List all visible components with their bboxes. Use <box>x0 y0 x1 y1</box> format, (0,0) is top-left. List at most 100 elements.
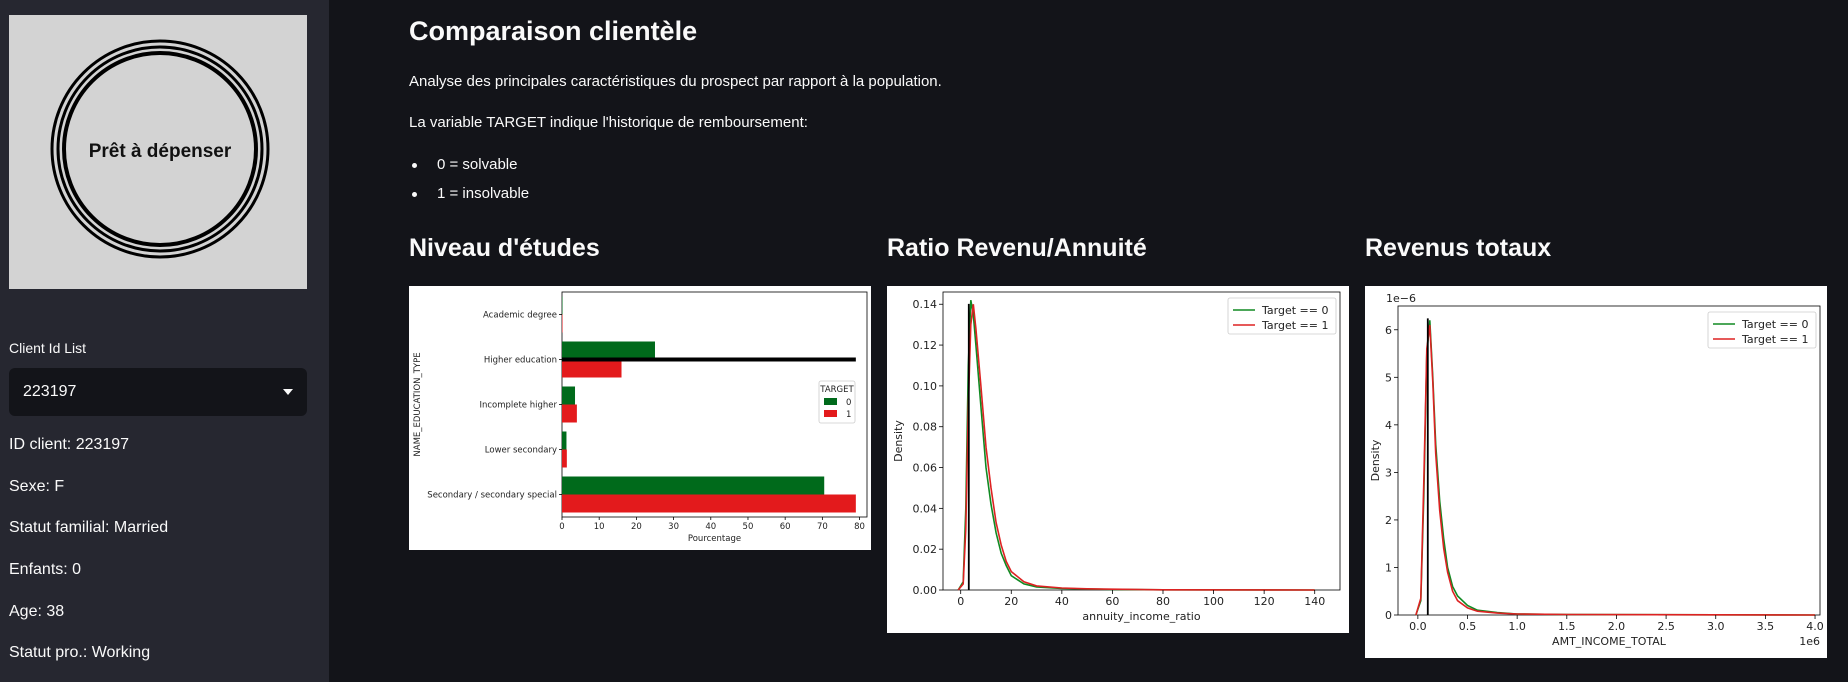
education-section-title: Niveau d'études <box>409 234 600 262</box>
x-tick-label-7: 140 <box>1304 595 1325 608</box>
logo-text: Prêt à dépenser <box>89 141 232 162</box>
bar-0-3 <box>562 431 567 450</box>
bar-1-2 <box>562 404 577 423</box>
education-chart-svg: Academic degree Higher education Incomplet… <box>413 291 868 544</box>
bar-1-0 <box>562 314 563 333</box>
y-tick-label-1: Higher education <box>484 356 557 366</box>
x-tick-label-20: 20 <box>631 522 642 532</box>
legend-label-0: 0 <box>846 398 851 408</box>
x-tick-label-10: 10 <box>594 522 605 532</box>
series-line-1 <box>1415 324 1816 616</box>
bar-1-1 <box>562 359 622 378</box>
x-tick-label-6: 3.0 <box>1707 620 1725 633</box>
page-title: Comparaison clientèle <box>409 16 698 46</box>
bullet-insolvable: 1 = insolvable <box>411 185 530 202</box>
y-tick-label-2: 0.04 <box>913 502 938 515</box>
y-tick-label-6: 0.12 <box>913 339 938 352</box>
chevron-down-icon[interactable] <box>283 389 293 395</box>
plot-frame <box>942 291 1341 591</box>
info-client-id: ID client: 223197 <box>9 436 130 453</box>
legend-swatch-1 <box>824 410 837 417</box>
x-tick-label-60: 60 <box>780 522 791 532</box>
legend-label-1: 1 <box>846 410 851 420</box>
bullet-solvable: 0 = solvable <box>411 156 518 173</box>
y-tick-label-0: Academic degree <box>483 311 557 321</box>
x-tick-label-50: 50 <box>743 522 754 532</box>
x-tick-label-5: 100 <box>1203 595 1224 608</box>
y-axis-label: Density <box>1369 439 1382 481</box>
legend-label-1: Target == 1 <box>1261 319 1328 332</box>
x-tick-label-0: 0 <box>559 522 564 532</box>
y-tick-label-5: 0.10 <box>913 380 938 393</box>
x-tick-label-8: 4.0 <box>1806 620 1824 633</box>
y-tick-label-3: Lower secondary <box>485 446 557 456</box>
x-tick-label-0: 0.0 <box>1409 620 1427 633</box>
y-tick-label-4: Secondary / secondary special <box>427 491 557 501</box>
ratio-chart-svg: 0 20 40 60 80 100 120 140 0.00 0.02 0.04 0.06 0.08 0.… <box>892 291 1341 623</box>
x-multiplier: 1e6 <box>1799 635 1820 648</box>
x-tick-label-3: 1.5 <box>1558 620 1576 633</box>
bar-0-1 <box>562 341 655 360</box>
bar-0-0 <box>562 296 563 315</box>
x-tick-label-7: 3.5 <box>1757 620 1775 633</box>
info-age: Age: 38 <box>9 603 65 620</box>
legend-label-1: Target == 1 <box>1741 333 1808 346</box>
education-chart: Academic degree Higher education Incomplet… <box>409 286 871 550</box>
client-id-select-value: 223197 <box>23 383 77 400</box>
x-tick-label-0: 0 <box>957 595 964 608</box>
x-tick-label-40: 40 <box>705 522 716 532</box>
x-tick-label-80: 80 <box>854 522 865 532</box>
bar-0-4 <box>562 476 825 495</box>
y-tick-label-1: 1 <box>1385 561 1392 574</box>
y-multiplier: 1e−6 <box>1386 292 1416 305</box>
x-tick-label-3: 60 <box>1105 595 1119 608</box>
y-tick-label-2: Incomplete higher <box>479 401 557 411</box>
sidebar: Prêt à dépenser Client Id List 223197 ID… <box>0 0 329 682</box>
x-tick-label-1: 0.5 <box>1459 620 1477 633</box>
target-text: La variable TARGET indique l'historique … <box>409 114 808 131</box>
x-axis-label: AMT_INCOME_TOTAL <box>1552 635 1667 648</box>
y-tick-label-2: 2 <box>1385 514 1392 527</box>
logo-seal: Prêt à dépenser <box>50 39 270 259</box>
y-tick-label-4: 0.08 <box>913 421 938 434</box>
x-tick-label-4: 80 <box>1156 595 1170 608</box>
ratio-section-title: Ratio Revenu/Annuité <box>887 234 1147 262</box>
client-id-list-label: Client Id List <box>9 340 87 356</box>
company-logo: Prêt à dépenser <box>9 15 307 289</box>
y-tick-label-0: 0 <box>1385 609 1392 622</box>
y-axis-label: NAME_EDUCATION_TYPE <box>413 352 423 456</box>
legend-swatch-0 <box>824 398 837 405</box>
legend-title: TARGET <box>819 385 854 395</box>
income-chart-svg: 0.0 0.5 1.0 1.5 2.0 2.5 3.0 3.5 4.0 0 1 2 3 4 5 6 AMT_IN… <box>1369 292 1824 648</box>
y-axis-label: Density <box>892 420 905 462</box>
y-tick-label-1: 0.02 <box>913 543 938 556</box>
bar-0-2 <box>562 386 576 405</box>
info-enfants: Enfants: 0 <box>9 561 82 578</box>
info-sexe: Sexe: F <box>9 478 65 495</box>
x-tick-label-2: 40 <box>1055 595 1069 608</box>
info-statut-pro: Statut pro.: Working <box>9 644 151 661</box>
y-tick-label-3: 0.06 <box>913 462 938 475</box>
y-tick-label-6: 6 <box>1385 324 1392 337</box>
x-tick-label-2: 1.0 <box>1508 620 1526 633</box>
bar-1-3 <box>562 449 567 468</box>
intro-text: Analyse des principales caractéristiques… <box>409 73 942 90</box>
info-statut-familial: Statut familial: Married <box>9 519 169 536</box>
legend-label-0: Target == 0 <box>1741 318 1808 331</box>
income-chart: 0.0 0.5 1.0 1.5 2.0 2.5 3.0 3.5 4.0 0 1 2 3 4 5 6 AMT_IN… <box>1365 286 1827 658</box>
client-id-select[interactable]: 223197 <box>9 368 307 416</box>
x-axis-label: Pourcentage <box>688 534 741 544</box>
x-tick-label-6: 120 <box>1254 595 1275 608</box>
ratio-chart: 0 20 40 60 80 100 120 140 0.00 0.02 0.04 0.06 0.08 0.… <box>887 286 1349 633</box>
y-tick-label-3: 3 <box>1385 466 1392 479</box>
x-tick-label-70: 70 <box>817 522 828 532</box>
x-tick-label-4: 2.0 <box>1608 620 1626 633</box>
x-axis-label: annuity_income_ratio <box>1082 610 1200 623</box>
y-tick-label-0: 0.00 <box>913 584 938 597</box>
legend-label-0: Target == 0 <box>1261 304 1328 317</box>
y-tick-label-5: 5 <box>1385 371 1392 384</box>
x-tick-label-30: 30 <box>668 522 679 532</box>
plot-frame <box>1397 305 1821 616</box>
y-tick-label-7: 0.14 <box>913 298 938 311</box>
bar-1-4 <box>562 494 856 513</box>
